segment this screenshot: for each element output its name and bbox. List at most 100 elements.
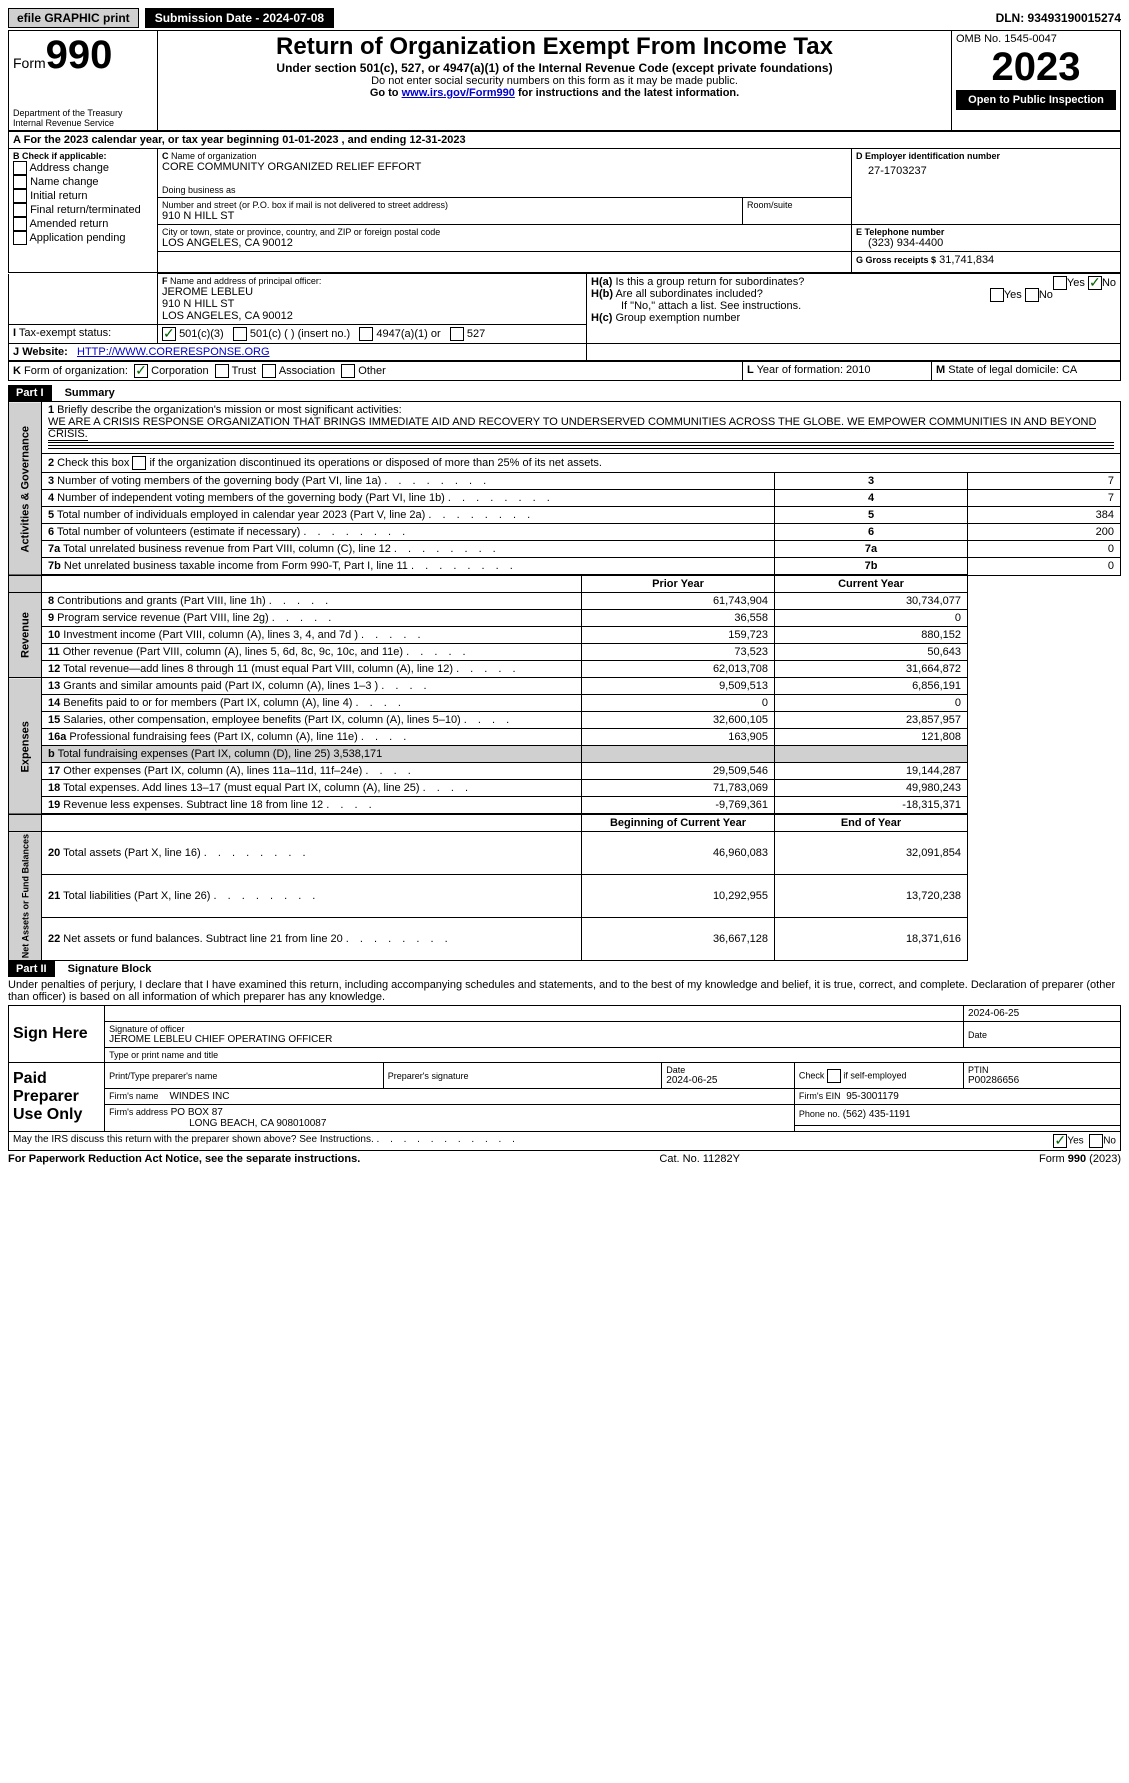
firm-name-label: Firm's name xyxy=(109,1091,158,1101)
cb-assoc[interactable] xyxy=(262,364,276,378)
row-16a: 16a Professional fundraising fees (Part … xyxy=(9,729,1121,746)
row-7b: 7b Net unrelated business taxable income… xyxy=(9,558,1121,576)
form-header: Form990 Department of the Treasury Inter… xyxy=(8,30,1121,131)
footer-right: Form 990 (2023) xyxy=(1039,1153,1121,1165)
street-value: 910 N HILL ST xyxy=(162,210,738,222)
cb-pending[interactable]: Application pending xyxy=(13,231,153,245)
cb-final-return[interactable]: Final return/terminated xyxy=(13,203,153,217)
row-b: b Total fundraising expenses (Part IX, c… xyxy=(9,746,1121,763)
signature-table: Sign Here 2024-06-25 Signature of office… xyxy=(8,1005,1121,1151)
irs-link[interactable]: www.irs.gov/Form990 xyxy=(402,87,515,99)
declaration: Under penalties of perjury, I declare th… xyxy=(8,977,1121,1005)
subtitle-2: Do not enter social security numbers on … xyxy=(162,75,947,87)
firm-addr2: LONG BEACH, CA 908010087 xyxy=(109,1118,326,1129)
website-link[interactable]: HTTP://WWW.CORERESPONSE.ORG xyxy=(77,346,270,358)
dba-label: Doing business as xyxy=(162,185,847,195)
phone-label: E Telephone number xyxy=(856,227,1116,237)
part2-header: Part II Signature Block xyxy=(8,961,1121,977)
cb-501c[interactable] xyxy=(233,327,247,341)
discuss-no[interactable] xyxy=(1089,1134,1103,1148)
row-19: 19 Revenue less expenses. Subtract line … xyxy=(9,797,1121,815)
row-18: 18 Total expenses. Add lines 13–17 (must… xyxy=(9,780,1121,797)
form-title: Return of Organization Exempt From Incom… xyxy=(162,33,947,61)
officer-addr1: 910 N HILL ST xyxy=(162,298,582,310)
tax-exempt-label: Tax-exempt status: xyxy=(19,327,111,339)
footer-mid: Cat. No. 11282Y xyxy=(659,1153,740,1165)
row-11: 11 Other revenue (Part VIII, column (A),… xyxy=(9,644,1121,661)
omb-number: OMB No. 1545-0047 xyxy=(956,33,1116,45)
sig-officer-label: Signature of officer xyxy=(109,1024,959,1034)
date-label: Date xyxy=(968,1030,1116,1040)
cb-amended[interactable]: Amended return xyxy=(13,217,153,231)
col-begin: Beginning of Current Year xyxy=(582,814,775,832)
submission-date: Submission Date - 2024-07-08 xyxy=(145,8,334,28)
ein-value: 27-1703237 xyxy=(856,161,1116,177)
sign-here-label: Sign Here xyxy=(9,1006,105,1063)
row-12: 12 Total revenue—add lines 8 through 11 … xyxy=(9,661,1121,678)
row-17: 17 Other expenses (Part IX, column (A), … xyxy=(9,763,1121,780)
part1-header: Part I Summary xyxy=(8,385,1121,401)
self-emp: Check if self-employed xyxy=(799,1069,959,1083)
firm-addr1: PO BOX 87 xyxy=(171,1107,223,1118)
cb-trust[interactable] xyxy=(215,364,229,378)
gross-receipts-value: 31,741,834 xyxy=(939,254,994,266)
firm-name: WINDES INC xyxy=(169,1091,229,1102)
website-label: Website: xyxy=(22,346,68,358)
officer-sig: JEROME LEBLEU CHIEF OPERATING OFFICER xyxy=(109,1034,959,1045)
cb-initial-return[interactable]: Initial return xyxy=(13,189,153,203)
subtitle-3: Go to www.irs.gov/Form990 for instructio… xyxy=(162,87,947,99)
row-8: Revenue8 Contributions and grants (Part … xyxy=(9,593,1121,610)
firm-phone: (562) 435-1191 xyxy=(843,1109,911,1120)
room-label: Room/suite xyxy=(747,200,847,210)
identification-section: A For the 2023 calendar year, or tax yea… xyxy=(8,131,1121,273)
row-4: 4 Number of independent voting members o… xyxy=(9,490,1121,507)
officer-title-label: Type or print name and title xyxy=(109,1050,1116,1060)
dln-number: DLN: 93493190015274 xyxy=(996,11,1121,25)
cb-corp[interactable] xyxy=(134,364,148,378)
cb-4947[interactable] xyxy=(359,327,373,341)
firm-ein-label: Firm's EIN xyxy=(799,1091,841,1101)
street-label: Number and street (or P.O. box if mail i… xyxy=(162,200,738,210)
cb-527[interactable] xyxy=(450,327,464,341)
cb-address-change[interactable]: Address change xyxy=(13,161,153,175)
discuss-yes[interactable] xyxy=(1053,1134,1067,1148)
legal-domicile: State of legal domicile: CA xyxy=(948,364,1077,376)
officer-status-section: F Name and address of principal officer:… xyxy=(8,273,1121,361)
tax-year-line: A For the 2023 calendar year, or tax yea… xyxy=(9,132,1121,149)
cb-501c3[interactable] xyxy=(162,327,176,341)
discuss-label: May the IRS discuss this return with the… xyxy=(13,1134,374,1145)
dept-treasury: Department of the Treasury Internal Reve… xyxy=(13,108,153,128)
col-prior: Prior Year xyxy=(582,575,775,593)
group-exemption: H(c) Group exemption number xyxy=(591,312,1116,324)
cb-other[interactable] xyxy=(341,364,355,378)
phone-value: (323) 934-4400 xyxy=(856,237,1116,249)
officer-label: F Name and address of principal officer: xyxy=(162,276,582,286)
ein-label: D Employer identification number xyxy=(856,151,1116,161)
sig-date: 2024-06-25 xyxy=(964,1006,1121,1022)
org-name: CORE COMMUNITY ORGANIZED RELIEF EFFORT xyxy=(162,161,847,173)
cb-name-change[interactable]: Name change xyxy=(13,175,153,189)
col-end: End of Year xyxy=(775,814,968,832)
subtitle-1: Under section 501(c), 527, or 4947(a)(1)… xyxy=(162,61,947,75)
col-current: Current Year xyxy=(775,575,968,593)
open-public: Open to Public Inspection xyxy=(956,90,1116,110)
section-net: Net Assets or Fund Balances xyxy=(9,832,42,961)
group-return-ha: H(a) Is this a group return for subordin… xyxy=(591,276,1116,288)
prep-name-label: Print/Type preparer's name xyxy=(109,1071,379,1081)
firm-ein: 95-3001179 xyxy=(846,1091,899,1102)
section-gov: Activities & Governance xyxy=(9,402,42,576)
prep-sig-label: Preparer's signature xyxy=(388,1071,658,1081)
city-value: LOS ANGELES, CA 90012 xyxy=(162,237,847,249)
row-7a: 7a Total unrelated business revenue from… xyxy=(9,541,1121,558)
check-applicable-label: B Check if applicable: xyxy=(13,151,153,161)
firm-addr-label: Firm's address xyxy=(109,1107,168,1117)
form-number: Form990 xyxy=(13,33,153,78)
city-label: City or town, state or province, country… xyxy=(162,227,847,237)
paid-preparer-label: Paid Preparer Use Only xyxy=(9,1063,105,1132)
form-org-label: Form of organization: xyxy=(24,365,128,377)
efile-print-button[interactable]: efile GRAPHIC print xyxy=(8,8,139,28)
row-13: Expenses13 Grants and similar amounts pa… xyxy=(9,678,1121,695)
row-21: 21 Total liabilities (Part X, line 26) .… xyxy=(9,875,1121,918)
form-org-section: K Form of organization: Corporation Trus… xyxy=(8,361,1121,381)
prep-date: 2024-06-25 xyxy=(666,1075,790,1086)
